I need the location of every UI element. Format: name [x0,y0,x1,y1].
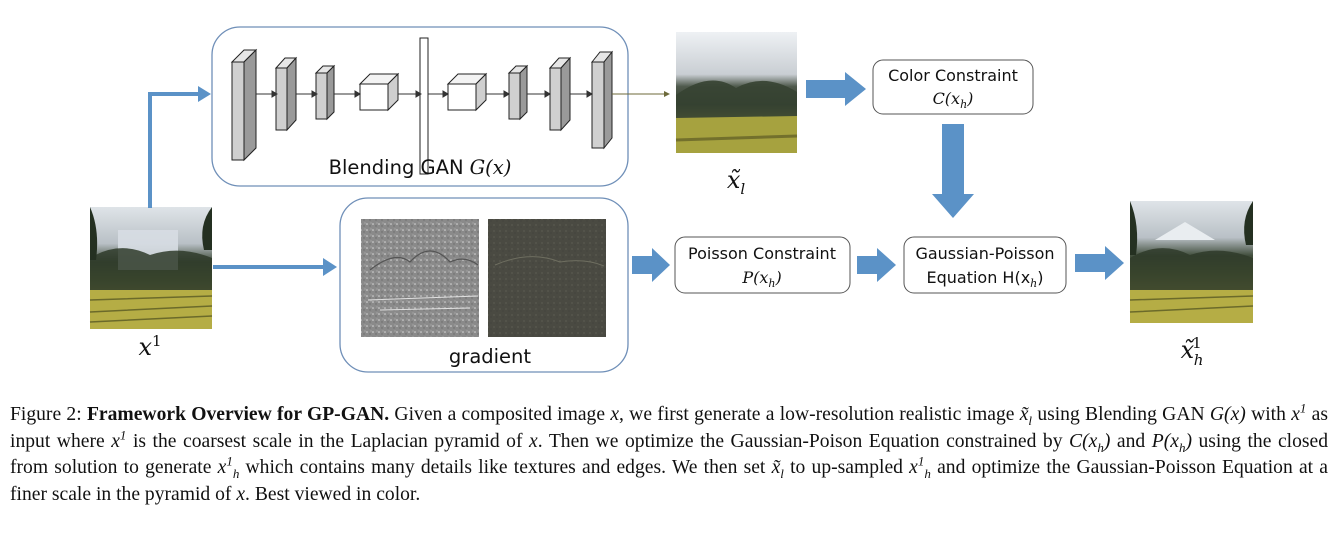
arrow-poisson-gp [857,256,879,274]
color-constraint-formula: C(xh) [933,89,974,111]
gan-label: Blending GAN G(x) [329,156,512,179]
arrow-input-up [148,92,152,208]
bottleneck-layer [419,37,429,175]
low-res-image-label: x̃l [727,166,746,198]
output-image [1129,201,1254,323]
encoder-layer-1-face [231,61,245,161]
arrow-input-gradient [213,265,325,269]
gradient-label: gradient [449,345,531,368]
arrow-gradient-poisson [632,256,654,274]
input-image [89,207,213,329]
output-image-label: x̃1 h [1181,334,1204,369]
gan-network-layers [230,37,614,175]
color-constraint-title: Color Constraint [888,66,1018,85]
arrow-lowres-color [806,80,846,98]
poisson-constraint-title: Poisson Constraint [688,244,836,263]
poisson-constraint-box [674,236,851,294]
gp-equation-box [903,236,1067,294]
figure-caption: Figure 2: Framework Overview for GP-GAN.… [10,400,1329,505]
low-res-image [675,32,798,153]
poisson-constraint-formula: P(xh) [741,268,781,290]
caption-title: Framework Overview for GP-GAN. [86,404,390,425]
gan-inner-arrows [256,90,593,98]
flow-arrows [148,72,1124,282]
input-image-label: x1 [138,332,161,361]
caption-figure-number: Figure 2: [10,404,82,425]
gradient-image-x [361,219,479,337]
gp-equation-title: Gaussian-Poisson [915,244,1054,263]
color-constraint-box [872,59,1034,115]
arrow-gp-output [1075,254,1107,272]
gradient-image-y [488,219,606,337]
arrow-color-gp [942,124,964,196]
gradient-x-edges [369,250,479,271]
gp-equation-formula: Equation H(xh) [926,268,1043,290]
